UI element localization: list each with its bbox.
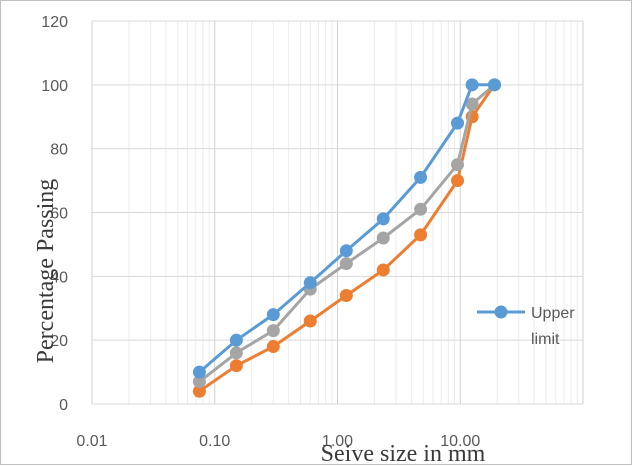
series-layer <box>192 78 501 398</box>
series-2-point <box>192 384 206 398</box>
series-1-point <box>266 324 280 338</box>
series-0-point <box>465 78 479 92</box>
series-0-point <box>451 116 465 130</box>
series-2-point <box>414 228 428 242</box>
y-tick-label: 20 <box>50 333 68 350</box>
series-1-point <box>451 158 465 172</box>
series-0-point <box>487 78 501 92</box>
series-0-point <box>339 244 353 258</box>
series-1-point <box>229 346 243 360</box>
series-0-point <box>229 333 243 347</box>
y-tick-label: 80 <box>50 142 68 159</box>
series-1-point <box>376 231 390 245</box>
legend-label-line1: Upper <box>531 305 575 322</box>
legend: Upper limit <box>477 305 575 348</box>
x-axis-title: Seive size in mm <box>321 441 486 466</box>
y-tick-labels: 0 20 40 60 80 100 120 <box>41 14 68 414</box>
y-tick-label: 100 <box>41 78 68 95</box>
x-tick-label: 0.10 <box>199 433 230 450</box>
y-tick-label: 40 <box>50 269 68 286</box>
series-2-point <box>303 314 317 328</box>
series-0-point <box>303 276 317 290</box>
series-line-1 <box>198 83 496 383</box>
series-2-point <box>339 288 353 302</box>
series-0-point <box>414 170 428 184</box>
series-2-point <box>266 340 280 354</box>
series-line-0 <box>198 83 495 374</box>
y-tick-label: 0 <box>59 397 68 414</box>
y-axis-title: Percentage Passing <box>33 179 59 364</box>
series-1-point <box>192 375 206 389</box>
series-line-2 <box>198 83 496 393</box>
x-tick-label: 1.00 <box>322 433 353 450</box>
series-1-point <box>465 97 479 111</box>
legend-marker <box>494 305 508 319</box>
series-0-point <box>376 212 390 226</box>
series-0-point <box>192 365 206 379</box>
series-2-point <box>229 359 243 373</box>
x-tick-label: 10.00 <box>440 433 480 450</box>
legend-label-line2: limit <box>531 331 560 348</box>
series-1-point <box>339 257 353 271</box>
series-0-point <box>266 308 280 322</box>
y-tick-label: 120 <box>41 14 68 31</box>
major-gridlines <box>91 20 584 405</box>
y-tick-label: 60 <box>50 206 68 223</box>
x-tick-labels: 0.01 0.10 1.00 10.00 <box>76 433 480 450</box>
series-1-point <box>414 202 428 216</box>
x-tick-label: 0.01 <box>76 433 107 450</box>
series-2-point <box>451 174 465 188</box>
series-2-point <box>376 263 390 277</box>
